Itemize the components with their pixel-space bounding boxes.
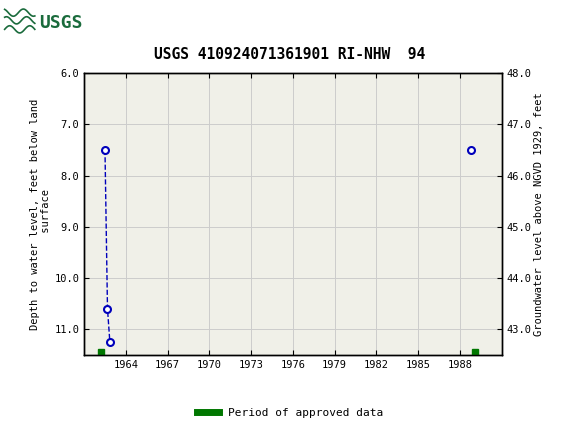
Y-axis label: Groundwater level above NGVD 1929, feet: Groundwater level above NGVD 1929, feet [534,92,545,336]
Bar [3,3,107,42]
Y-axis label: Depth to water level, feet below land
 surface: Depth to water level, feet below land su… [30,98,52,329]
Text: USGS 410924071361901 RI-NHW  94: USGS 410924071361901 RI-NHW 94 [154,47,426,62]
Text: USGS: USGS [39,14,83,31]
Legend: Period of approved data: Period of approved data [193,403,387,422]
